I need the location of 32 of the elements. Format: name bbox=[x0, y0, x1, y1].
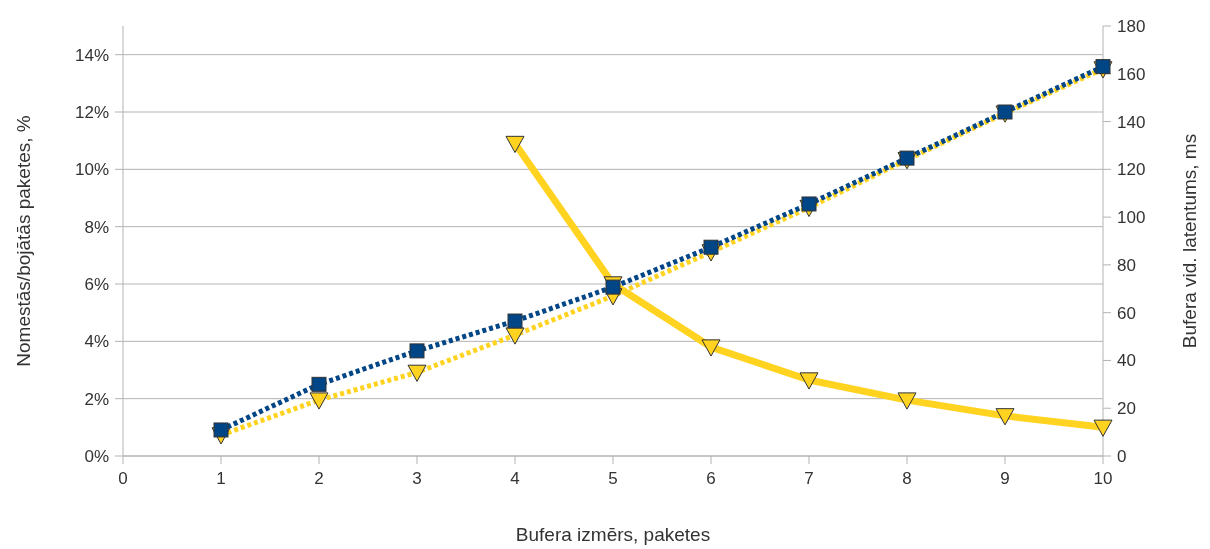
y2-tick-label: 0 bbox=[1117, 446, 1127, 466]
y2-tick-label: 80 bbox=[1117, 255, 1136, 275]
x-tick-label: 2 bbox=[314, 469, 324, 488]
y2-tick-label: 40 bbox=[1117, 351, 1136, 371]
y-tick-label: 14% bbox=[74, 45, 109, 65]
y2-tick-label: 120 bbox=[1117, 160, 1146, 180]
y2-tick-label: 140 bbox=[1117, 112, 1146, 132]
y2-tick-label: 160 bbox=[1117, 64, 1146, 84]
x-tick-label: 4 bbox=[510, 469, 520, 488]
y-axis-title: Nomestās/bojātās paketes, % bbox=[13, 115, 34, 367]
x-tick-label: 1 bbox=[216, 469, 226, 488]
x-tick-label: 0 bbox=[118, 469, 128, 488]
x-tick-label: 6 bbox=[706, 469, 716, 488]
x-tick-label: 7 bbox=[804, 469, 814, 488]
y2-tick-label: 60 bbox=[1117, 303, 1136, 323]
y-tick-label: 0% bbox=[84, 446, 109, 466]
y-tick-label: 10% bbox=[74, 160, 109, 180]
x-tick-label: 9 bbox=[1000, 469, 1010, 488]
y2-tick-label: 20 bbox=[1117, 399, 1136, 419]
y2-tick-label: 180 bbox=[1117, 16, 1146, 36]
x-axis-title: Bufera izmērs, paketes bbox=[515, 524, 711, 545]
x-tick-label: 3 bbox=[412, 469, 422, 488]
y2-tick-label: 100 bbox=[1117, 208, 1146, 228]
x-tick-label: 5 bbox=[608, 469, 618, 488]
y-tick-label: 8% bbox=[84, 217, 109, 237]
y-tick-label: 2% bbox=[84, 389, 109, 409]
y-tick-label: 6% bbox=[84, 274, 109, 294]
y-tick-label: 4% bbox=[84, 332, 109, 352]
y-tick-label: 12% bbox=[74, 102, 109, 122]
y2-axis-title: Bufera vid. latentums, ms bbox=[1179, 133, 1200, 349]
x-tick-label: 8 bbox=[902, 469, 912, 488]
x-tick-label: 10 bbox=[1093, 469, 1113, 488]
